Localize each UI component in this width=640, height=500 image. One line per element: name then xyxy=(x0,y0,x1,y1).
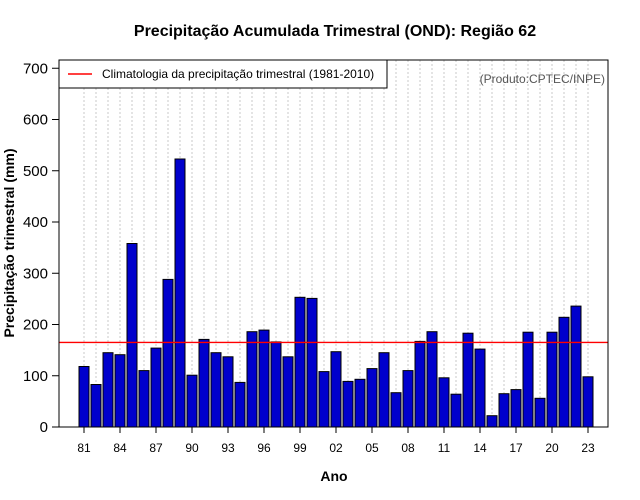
y-tick-label: 500 xyxy=(23,163,48,180)
legend: Climatologia da precipitação trimestral … xyxy=(58,59,388,89)
bar-1985: 1985: 358 xyxy=(126,243,138,428)
legend-box xyxy=(58,59,388,89)
x-tick-label: 05 xyxy=(365,441,379,455)
bar-2010: 2010: 186 xyxy=(426,331,438,428)
x-tick-label: 93 xyxy=(221,441,235,455)
bar-2017: 2017: 73 xyxy=(510,389,522,428)
bar-1999: 1999: 253 xyxy=(294,296,306,428)
bar-1998: 1998: 137 xyxy=(282,356,294,428)
bar-1986: 1986: 110 xyxy=(138,370,150,428)
bar-2016: 2016: 65 xyxy=(498,393,510,428)
bar-2008: 2008: 110 xyxy=(402,370,414,428)
y-tick-label: 0 xyxy=(40,419,48,436)
y-tick-label: 300 xyxy=(23,265,48,282)
bar-2000: 2000: 251 xyxy=(306,297,318,428)
bar-1997: 1997: 166 xyxy=(270,341,282,428)
bar-1993: 1993: 137 xyxy=(222,356,234,428)
y-tick-label: 600 xyxy=(23,112,48,129)
bar-2022: 2022: 236 xyxy=(570,305,582,428)
x-tick-label: 87 xyxy=(149,441,163,455)
x-tick-label: 20 xyxy=(545,441,559,455)
x-tick-label: 02 xyxy=(329,441,343,455)
bar-1989: 1989: 523 xyxy=(174,158,186,428)
bar-1987: 1987: 154 xyxy=(150,347,162,428)
bar-1982: 1982: 83 xyxy=(90,384,102,428)
bar-2021: 2021: 214 xyxy=(558,316,570,428)
y-axis-title: Precipitação trimestral (mm) xyxy=(1,148,17,337)
y-tick-label: 400 xyxy=(23,214,48,231)
bar-2012: 2012: 64 xyxy=(450,393,462,428)
bar-2015: 2015: 22 xyxy=(486,415,498,428)
x-tick-label: 14 xyxy=(473,441,487,455)
bar-2005: 2005: 114 xyxy=(366,368,378,428)
bar-1983: 1983: 145 xyxy=(102,352,114,428)
bar-2001: 2001: 108 xyxy=(318,371,330,428)
bar-2004: 2004: 93 xyxy=(354,378,366,428)
x-tick-label: 11 xyxy=(438,441,451,455)
bar-1995: 1995: 186 xyxy=(246,331,258,428)
bar-1994: 1994: 87 xyxy=(234,381,246,428)
bar-2020: 2020: 185 xyxy=(546,331,558,428)
y-axis: 0 100 200 300 400 500 600 700 xyxy=(23,60,59,436)
chart-title: Precipitação Acumulada Trimestral (OND):… xyxy=(134,23,536,40)
bar-2006: 2006: 145 xyxy=(378,352,390,428)
credit-annotation: (Produto:CPTEC/INPE) xyxy=(480,72,605,86)
y-tick-label: 200 xyxy=(23,317,48,334)
bar-2002: 2002: 147 xyxy=(330,351,342,428)
legend-label: Climatologia da precipitação trimestral … xyxy=(102,67,374,81)
x-tick-label: 90 xyxy=(185,441,199,455)
x-tick-label: 84 xyxy=(113,441,127,455)
bars: 1981: 1181982: 831983: 1451984: 1411985:… xyxy=(78,158,594,428)
bar-2014: 2014: 152 xyxy=(474,348,486,428)
bar-2011: 2011: 96 xyxy=(438,377,450,428)
x-axis-title: Ano xyxy=(320,468,347,484)
bar-1996: 1996: 189 xyxy=(258,329,270,428)
y-tick-label: 700 xyxy=(23,60,48,77)
bar-1992: 1992: 145 xyxy=(210,352,222,428)
bar-2013: 2013: 183 xyxy=(462,332,474,428)
x-tick-label: 17 xyxy=(509,441,523,455)
bar-2009: 2009: 167 xyxy=(414,340,426,428)
x-tick-label: 81 xyxy=(77,441,91,455)
y-tick-label: 100 xyxy=(23,368,48,385)
bar-2007: 2007: 67 xyxy=(390,392,402,428)
bar-1988: 1988: 288 xyxy=(162,278,174,428)
bar-1990: 1990: 101 xyxy=(186,374,198,428)
x-tick-label: 23 xyxy=(581,441,595,455)
bar-2018: 2018: 185 xyxy=(522,331,534,428)
x-axis: 81 84 87 90 93 96 99 02 05 08 11 14 17 20 23 xyxy=(77,427,595,455)
bar-1981: 1981: 118 xyxy=(78,366,90,428)
x-tick-label: 96 xyxy=(257,441,271,455)
bar-2019: 2019: 56 xyxy=(534,397,546,428)
x-tick-label: 99 xyxy=(293,441,307,455)
bar-1984: 1984: 141 xyxy=(114,354,126,428)
x-tick-label: 08 xyxy=(401,441,415,455)
bar-1991: 1991: 171 xyxy=(198,338,210,428)
